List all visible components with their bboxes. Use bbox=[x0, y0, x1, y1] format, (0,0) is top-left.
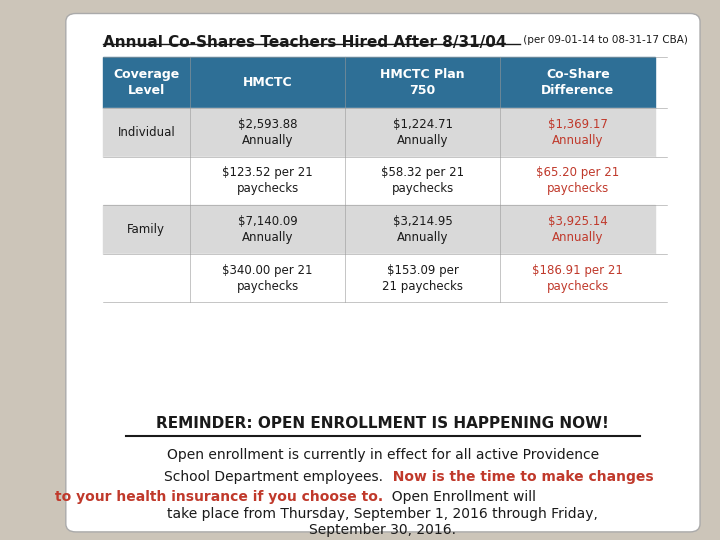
Bar bbox=[345, 205, 500, 254]
Text: Co-Share
Difference: Co-Share Difference bbox=[541, 68, 614, 97]
Text: $1,369.17
Annually: $1,369.17 Annually bbox=[548, 118, 608, 147]
Text: School Department employees.: School Department employees. bbox=[164, 470, 383, 484]
FancyBboxPatch shape bbox=[66, 14, 700, 532]
Text: Open Enrollment will: Open Enrollment will bbox=[383, 490, 536, 504]
Bar bbox=[102, 157, 190, 205]
Text: $3,214.95
Annually: $3,214.95 Annually bbox=[393, 215, 453, 244]
Text: $2,593.88
Annually: $2,593.88 Annually bbox=[238, 118, 297, 147]
Text: September 30, 2016.: September 30, 2016. bbox=[310, 523, 456, 537]
Bar bbox=[345, 57, 500, 108]
Text: HMCTC Plan
750: HMCTC Plan 750 bbox=[380, 68, 465, 97]
Text: Family: Family bbox=[127, 223, 166, 236]
Text: Open enrollment is currently in effect for all active Providence: Open enrollment is currently in effect f… bbox=[167, 448, 599, 462]
Bar bbox=[190, 57, 345, 108]
Text: Annual Co-Shares Teachers Hired After 8/31/04: Annual Co-Shares Teachers Hired After 8/… bbox=[102, 35, 506, 50]
Bar bbox=[500, 57, 655, 108]
Bar bbox=[500, 205, 655, 254]
Bar bbox=[190, 157, 345, 205]
Text: $7,140.09
Annually: $7,140.09 Annually bbox=[238, 215, 297, 244]
Text: $186.91 per 21
paychecks: $186.91 per 21 paychecks bbox=[532, 264, 624, 293]
Text: (per 09-01-14 to 08-31-17 CBA): (per 09-01-14 to 08-31-17 CBA) bbox=[520, 35, 688, 45]
Text: take place from Thursday, September 1, 2016 through Friday,: take place from Thursday, September 1, 2… bbox=[168, 507, 598, 521]
Text: $58.32 per 21
paychecks: $58.32 per 21 paychecks bbox=[381, 166, 464, 195]
Text: Now is the time to make changes: Now is the time to make changes bbox=[383, 470, 654, 484]
Bar bbox=[190, 205, 345, 254]
Text: to your health insurance if you choose to.: to your health insurance if you choose t… bbox=[55, 490, 383, 504]
Bar bbox=[102, 57, 190, 108]
Text: $3,925.14
Annually: $3,925.14 Annually bbox=[548, 215, 608, 244]
Text: $1,224.71
Annually: $1,224.71 Annually bbox=[392, 118, 453, 147]
Bar bbox=[102, 254, 190, 302]
Bar bbox=[345, 108, 500, 157]
Bar bbox=[102, 205, 190, 254]
Text: Individual: Individual bbox=[117, 126, 175, 139]
Bar bbox=[500, 108, 655, 157]
Text: REMINDER: OPEN ENROLLMENT IS HAPPENING NOW!: REMINDER: OPEN ENROLLMENT IS HAPPENING N… bbox=[156, 416, 609, 431]
Bar bbox=[345, 254, 500, 302]
Text: HMCTC: HMCTC bbox=[243, 76, 292, 89]
Bar bbox=[345, 157, 500, 205]
Bar bbox=[500, 157, 655, 205]
Text: $153.09 per
21 paychecks: $153.09 per 21 paychecks bbox=[382, 264, 463, 293]
Text: $340.00 per 21
paychecks: $340.00 per 21 paychecks bbox=[222, 264, 312, 293]
Bar bbox=[190, 108, 345, 157]
Text: Coverage
Level: Coverage Level bbox=[113, 68, 179, 97]
Bar bbox=[500, 254, 655, 302]
Text: $123.52 per 21
paychecks: $123.52 per 21 paychecks bbox=[222, 166, 313, 195]
Bar bbox=[102, 108, 190, 157]
Bar bbox=[190, 254, 345, 302]
Text: $65.20 per 21
paychecks: $65.20 per 21 paychecks bbox=[536, 166, 619, 195]
